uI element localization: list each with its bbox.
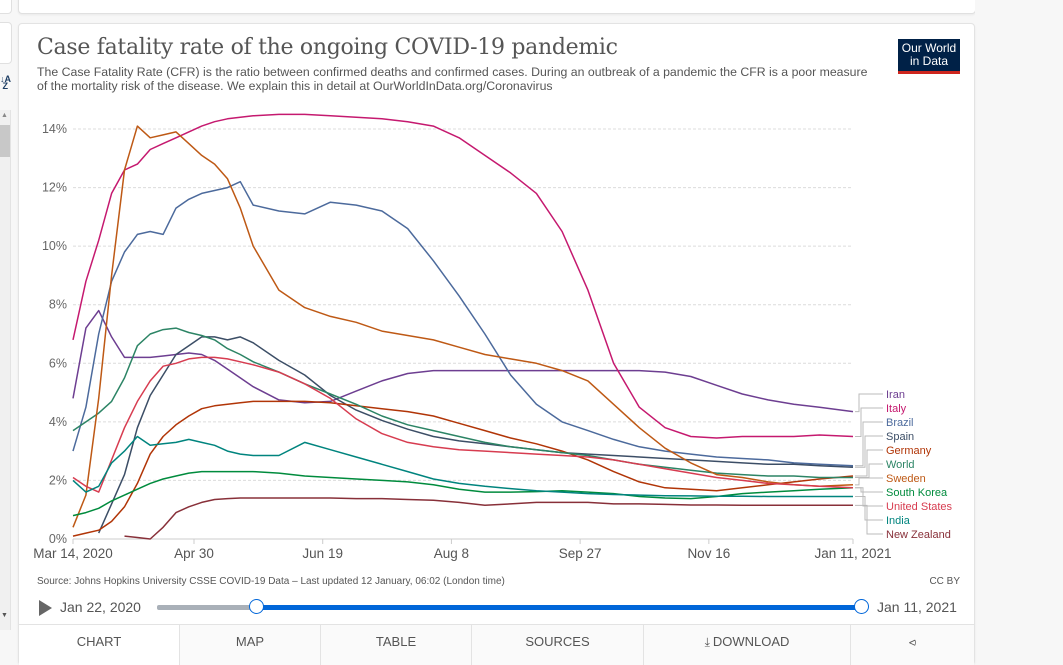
legend-label: Spain xyxy=(886,431,914,443)
legend-label: Sweden xyxy=(886,473,926,485)
scrollbar-track[interactable] xyxy=(0,110,11,630)
tab-chart[interactable]: CHART xyxy=(19,625,179,665)
series-line-united-states xyxy=(72,356,854,493)
tab-label: DOWNLOAD xyxy=(712,634,790,649)
left-card-top xyxy=(0,0,12,14)
x-tick-label: Mar 14, 2020 xyxy=(33,546,113,561)
sort-az-icon[interactable]: ↓A Z xyxy=(0,74,11,91)
timeline-start-label: Jan 22, 2020 xyxy=(60,599,141,615)
series-line-world xyxy=(72,327,853,479)
play-icon[interactable] xyxy=(39,600,52,616)
legend-label: South Korea xyxy=(886,487,948,499)
legend-label: New Zealand xyxy=(886,529,951,541)
timeline-start-handle[interactable] xyxy=(248,599,264,614)
legend-label: United States xyxy=(886,501,953,513)
download-icon: ⤓ xyxy=(704,635,710,649)
top-card xyxy=(18,0,976,14)
timeline-selected-range[interactable] xyxy=(261,605,861,610)
series-line-brazil xyxy=(72,180,854,467)
x-tick-label: Sep 27 xyxy=(559,546,602,561)
x-tick-label: Jun 19 xyxy=(302,546,343,561)
y-tick-label: 8% xyxy=(49,298,67,312)
tab-label: CHART xyxy=(76,634,122,649)
series-line-iran xyxy=(72,309,854,413)
scroll-down-icon[interactable]: ▼ xyxy=(1,612,8,619)
y-tick-label: 4% xyxy=(49,415,67,429)
logo-line2: in Data xyxy=(909,54,949,68)
timeline-end-handle[interactable] xyxy=(854,599,869,614)
line-chart: 0% 2% 4% 6% 8% 10% 12% 14% Mar 14, 2020 Apr 30 Jun… xyxy=(33,113,953,561)
tab-table[interactable]: TABLE xyxy=(320,625,471,665)
legend-label: Brazil xyxy=(886,417,914,429)
legend-label: Italy xyxy=(886,403,907,415)
y-tick-label: 0% xyxy=(49,532,67,546)
tab-sources[interactable]: SOURCES xyxy=(471,625,643,665)
legend-label: India xyxy=(886,515,911,527)
x-tick-label: Nov 16 xyxy=(687,546,730,561)
left-card xyxy=(0,22,12,64)
legend-connector xyxy=(855,487,883,493)
y-tick-label: 10% xyxy=(42,239,67,253)
chart-tabs: CHART MAP TABLE SOURCES ⤓ DOWNLOAD ⪦ xyxy=(19,624,974,665)
tab-download[interactable]: ⤓ DOWNLOAD xyxy=(643,625,850,665)
legend-connector xyxy=(855,407,883,437)
chart-card: Case fatality rate of the ongoing COVID-… xyxy=(18,23,975,665)
chart-subtitle: The Case Fatality Rate (CFR) is the rati… xyxy=(37,65,868,93)
timeline-track[interactable] xyxy=(157,605,261,610)
legend-connector xyxy=(855,504,883,535)
license-link[interactable]: CC BY xyxy=(929,576,960,587)
y-tick-label: 12% xyxy=(42,181,67,195)
owid-logo[interactable]: Our World in Data xyxy=(898,39,960,74)
series-line-italy xyxy=(72,113,854,439)
share-icon: ⪦ xyxy=(908,634,917,649)
logo-line1: Our World xyxy=(901,41,957,55)
source-note[interactable]: Source: Johns Hopkins University CSSE CO… xyxy=(37,576,505,587)
legend-label: World xyxy=(886,459,915,471)
scrollbar-thumb[interactable] xyxy=(0,125,10,157)
legend-label: Germany xyxy=(886,445,932,457)
x-tick-label: Jan 11, 2021 xyxy=(814,546,891,561)
tab-share[interactable]: ⪦ xyxy=(850,625,974,665)
series-line-new-zealand xyxy=(124,497,853,540)
x-tick-label: Aug 8 xyxy=(434,546,469,561)
legend-connector xyxy=(855,477,883,486)
y-tick-label: 2% xyxy=(49,473,67,487)
tab-label: SOURCES xyxy=(525,634,590,649)
series-line-germany xyxy=(72,400,854,537)
legend-connector xyxy=(855,393,883,413)
legend-connector xyxy=(855,421,883,467)
page-background xyxy=(975,0,1063,646)
chart-title: Case fatality rate of the ongoing COVID-… xyxy=(37,35,618,60)
tab-label: MAP xyxy=(235,634,265,649)
series-line-sweden xyxy=(72,125,854,528)
series-line-spain xyxy=(98,336,854,534)
timeline: Jan 22, 2020 Jan 11, 2021 xyxy=(19,594,974,622)
y-tick-label: 6% xyxy=(49,356,67,370)
legend-connector xyxy=(855,449,883,477)
series-line-south-korea xyxy=(72,470,854,517)
legend-label: Iran xyxy=(886,389,905,401)
scroll-up-icon[interactable]: ▲ xyxy=(1,112,8,119)
tab-label: TABLE xyxy=(375,634,417,649)
timeline-end-label: Jan 11, 2021 xyxy=(877,599,957,615)
tab-map[interactable]: MAP xyxy=(179,625,320,665)
y-tick-label: 14% xyxy=(42,122,67,136)
series-line-india xyxy=(72,435,853,498)
x-tick-label: Apr 30 xyxy=(174,546,214,561)
legend-connector xyxy=(855,435,883,468)
legend-connector xyxy=(855,496,883,521)
left-panel: ↓A Z ▲ ▼ xyxy=(0,0,13,646)
